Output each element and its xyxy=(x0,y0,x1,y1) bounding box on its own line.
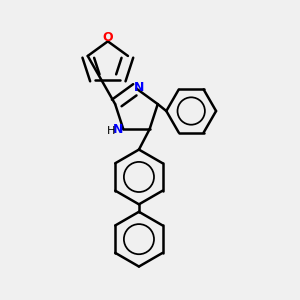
Text: O: O xyxy=(103,31,113,44)
Text: H: H xyxy=(107,125,116,136)
Text: N: N xyxy=(134,81,144,94)
Text: N: N xyxy=(112,123,123,136)
